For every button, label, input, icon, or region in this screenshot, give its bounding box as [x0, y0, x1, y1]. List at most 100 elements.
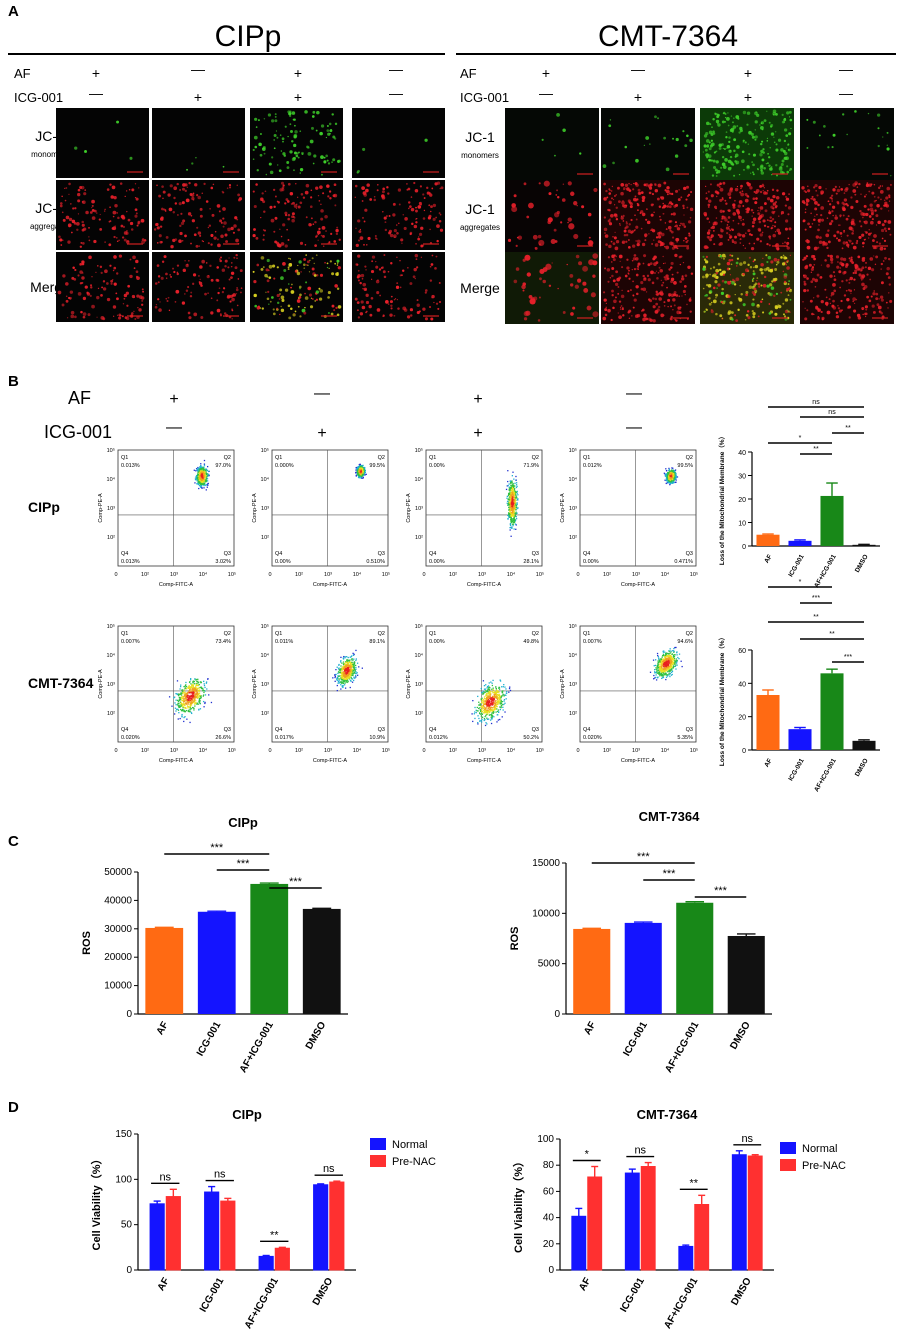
- cell-dot: [114, 204, 117, 207]
- cell-dot: [437, 308, 439, 310]
- cell-dot: [293, 217, 295, 219]
- cell-dot: [888, 228, 891, 231]
- x-tick-label: 10⁴: [199, 571, 208, 578]
- cmt-micrograph: [700, 252, 794, 324]
- cell-dot: [415, 278, 416, 279]
- cell-dot: [636, 293, 639, 296]
- cell-dot: [886, 187, 890, 191]
- cell-dot: [832, 188, 835, 191]
- cell-dot: [772, 234, 776, 238]
- cell-dot: [763, 284, 767, 288]
- cell-dot: [604, 308, 607, 311]
- cell-dot: [862, 246, 864, 248]
- event-dot: [512, 475, 513, 476]
- cell-dot: [789, 111, 792, 114]
- cell-dot: [819, 134, 821, 136]
- cell-dot: [629, 318, 630, 319]
- cell-dot: [762, 159, 765, 162]
- cell-dot: [813, 121, 816, 124]
- cell-dot: [566, 264, 567, 265]
- cell-dot: [890, 184, 892, 186]
- cell-dot: [616, 194, 617, 195]
- cell-dot: [825, 188, 826, 189]
- cell-dot: [158, 275, 160, 277]
- cell-dot: [162, 261, 164, 263]
- cell-dot: [431, 188, 433, 190]
- cell-dot: [331, 113, 333, 115]
- cell-dot: [868, 237, 869, 238]
- cell-dot: [667, 277, 670, 280]
- cell-dot: [743, 111, 746, 114]
- cell-dot: [314, 300, 316, 302]
- cell-dot: [423, 217, 426, 220]
- cell-dot: [757, 210, 758, 211]
- cell-dot: [83, 316, 86, 319]
- cell-dot: [727, 281, 731, 285]
- cell-dot: [721, 288, 723, 290]
- cipp-treatment-sign: —: [191, 61, 205, 77]
- cell-dot: [759, 221, 762, 224]
- cell-dot: [753, 154, 756, 157]
- event-dot: [511, 501, 512, 502]
- cell-dot: [310, 305, 313, 308]
- cell-dot: [652, 193, 654, 195]
- cell-dot: [332, 136, 335, 139]
- cell-dot: [787, 260, 789, 262]
- cell-dot: [632, 281, 634, 283]
- cell-dot: [752, 310, 754, 312]
- cell-dot: [609, 222, 612, 225]
- cell-dot: [408, 201, 410, 203]
- cell-dot: [683, 187, 686, 190]
- cell-dot: [217, 279, 220, 282]
- cell-dot: [275, 113, 277, 115]
- cell-dot: [719, 235, 723, 239]
- event-dot: [197, 475, 198, 476]
- cell-dot: [890, 175, 891, 176]
- cell-dot: [709, 123, 711, 125]
- cell-dot: [383, 270, 386, 273]
- cell-dot: [110, 195, 114, 199]
- cell-dot: [275, 116, 277, 118]
- cell-dot: [577, 279, 581, 283]
- cell-dot: [865, 262, 867, 264]
- cell-dot: [230, 276, 233, 279]
- cell-dot: [716, 115, 719, 118]
- cell-dot: [621, 290, 622, 291]
- cell-dot: [720, 188, 724, 192]
- cell-dot: [276, 137, 278, 139]
- cell-dot: [131, 228, 134, 231]
- cell-dot: [709, 303, 712, 306]
- cell-dot: [647, 221, 651, 225]
- cell-dot: [864, 205, 866, 207]
- cell-dot: [610, 119, 611, 120]
- cell-dot: [812, 266, 814, 268]
- cmt-micrograph: [800, 108, 894, 180]
- event-dot: [203, 466, 204, 467]
- cell-dot: [68, 223, 72, 227]
- cell-dot: [615, 296, 617, 298]
- cell-dot: [764, 202, 767, 205]
- cell-dot: [108, 243, 111, 246]
- event-dot: [513, 518, 514, 519]
- cell-dot: [254, 294, 257, 297]
- cell-dot: [656, 271, 657, 272]
- cell-dot: [611, 255, 615, 259]
- cell-dot: [788, 283, 790, 285]
- cell-dot: [178, 239, 182, 243]
- cell-dot: [635, 285, 638, 288]
- cipp-treatment-sign: +: [294, 65, 302, 81]
- cell-dot: [676, 311, 680, 315]
- cell-dot: [735, 277, 739, 281]
- cell-dot: [827, 231, 828, 232]
- cell-dot: [177, 214, 179, 216]
- cell-dot: [649, 192, 652, 195]
- x-tick-label: 10⁴: [353, 571, 362, 578]
- cell-dot: [850, 227, 853, 230]
- cell-dot: [253, 280, 256, 283]
- cell-dot: [100, 266, 102, 268]
- cell-dot: [98, 288, 99, 289]
- cell-dot: [429, 192, 431, 194]
- cell-dot: [356, 244, 359, 247]
- event-dot: [194, 470, 195, 471]
- cell-dot: [829, 197, 831, 199]
